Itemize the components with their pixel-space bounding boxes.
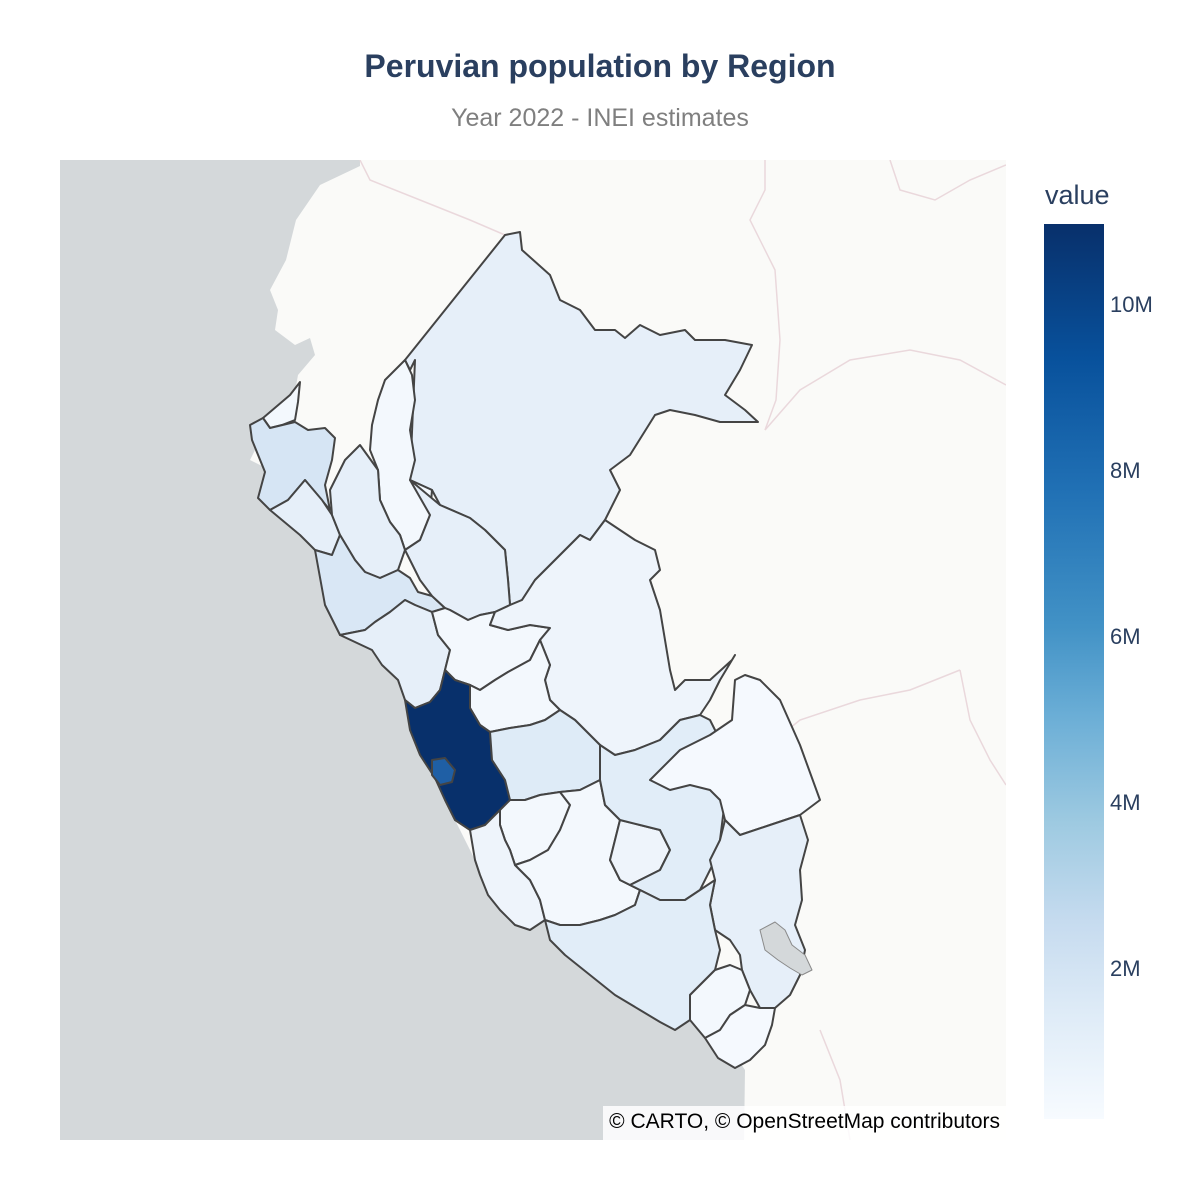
lake-titicaca (759, 921, 813, 976)
map-attribution[interactable]: © CARTO, © OpenStreetMap contributors (603, 1106, 1006, 1140)
map-svg[interactable] (60, 160, 1006, 1140)
region-madre-de-dios[interactable] (649, 674, 821, 836)
map-area[interactable]: © CARTO, © OpenStreetMap contributors (60, 160, 1006, 1140)
colorbar-tick-10m: 10M (1110, 292, 1153, 317)
region-moquegua[interactable] (689, 964, 751, 1039)
neighbor-borders (359, 160, 1006, 1140)
chart-title: Peruvian population by Region (364, 48, 836, 84)
pacific-ocean (60, 160, 745, 1140)
chart-subtitle: Year 2022 - INEI estimates (451, 104, 749, 132)
colorbar-tick-8m: 8M (1110, 458, 1141, 483)
colorbar (1044, 224, 1104, 1119)
colorbar-tick-4m: 4M (1110, 790, 1141, 815)
colorbar-tick-2m: 2M (1110, 956, 1141, 981)
region-callao[interactable] (431, 757, 456, 786)
colorbar-tick-6m: 6M (1110, 624, 1141, 649)
region-tacna[interactable] (704, 1004, 776, 1069)
region-arequipa[interactable] (544, 879, 721, 1031)
region-piura[interactable] (249, 417, 336, 511)
regions-layer[interactable] (249, 231, 821, 1069)
colorbar-title: value (1045, 180, 1110, 210)
